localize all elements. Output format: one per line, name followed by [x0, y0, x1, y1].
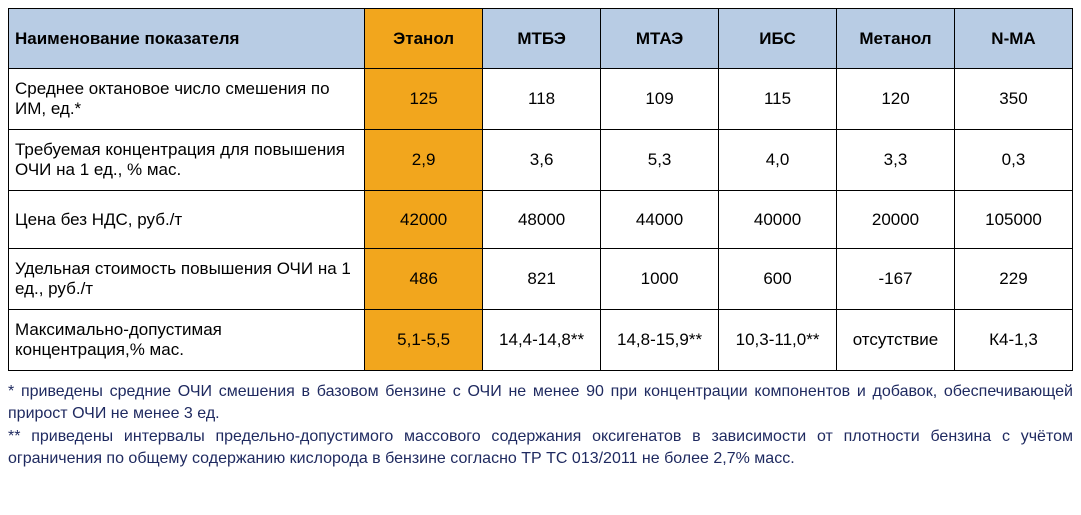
cell: 600 [719, 249, 837, 310]
comparison-table: Наименование показателя Этанол МТБЭ МТАЭ… [8, 8, 1073, 371]
header-methanol: Метанол [837, 9, 955, 69]
row-name: Среднее октановое число смешения по ИМ, … [9, 69, 365, 130]
cell: 125 [365, 69, 483, 130]
cell: К4-1,3 [954, 310, 1072, 371]
footnotes: * приведены средние ОЧИ смешения в базов… [8, 381, 1073, 469]
table-row: Максимально-допустимая концентрация,% ма… [9, 310, 1073, 371]
cell: 4,0 [719, 130, 837, 191]
cell: 42000 [365, 191, 483, 249]
row-name: Требуемая концентрация для повышения ОЧИ… [9, 130, 365, 191]
cell: 118 [483, 69, 601, 130]
cell: отсутствие [837, 310, 955, 371]
cell: 229 [954, 249, 1072, 310]
table-row: Цена без НДС, руб./т 42000 48000 44000 4… [9, 191, 1073, 249]
cell: 20000 [837, 191, 955, 249]
cell: 40000 [719, 191, 837, 249]
cell: 0,3 [954, 130, 1072, 191]
row-name: Цена без НДС, руб./т [9, 191, 365, 249]
cell: 3,3 [837, 130, 955, 191]
cell: 3,6 [483, 130, 601, 191]
cell: 5,1-5,5 [365, 310, 483, 371]
cell: 5,3 [601, 130, 719, 191]
cell: 1000 [601, 249, 719, 310]
cell: 2,9 [365, 130, 483, 191]
footnote-2: ** приведены интервалы предельно-допусти… [8, 426, 1073, 469]
table-row: Удельная стоимость повышения ОЧИ на 1 ед… [9, 249, 1073, 310]
cell: 350 [954, 69, 1072, 130]
header-nma: N-MA [954, 9, 1072, 69]
row-name: Максимально-допустимая концентрация,% ма… [9, 310, 365, 371]
header-ethanol: Этанол [365, 9, 483, 69]
header-mtae: МТАЭ [601, 9, 719, 69]
cell: 10,3-11,0** [719, 310, 837, 371]
cell: 48000 [483, 191, 601, 249]
row-name: Удельная стоимость повышения ОЧИ на 1 ед… [9, 249, 365, 310]
cell: 14,8-15,9** [601, 310, 719, 371]
header-name: Наименование показателя [9, 9, 365, 69]
header-ibs: ИБС [719, 9, 837, 69]
footnote-1: * приведены средние ОЧИ смешения в базов… [8, 381, 1073, 424]
cell: 109 [601, 69, 719, 130]
cell: 105000 [954, 191, 1072, 249]
cell: 120 [837, 69, 955, 130]
table-row: Требуемая концентрация для повышения ОЧИ… [9, 130, 1073, 191]
table-row: Среднее октановое число смешения по ИМ, … [9, 69, 1073, 130]
cell: 115 [719, 69, 837, 130]
header-mtbe: МТБЭ [483, 9, 601, 69]
cell: 821 [483, 249, 601, 310]
table-header-row: Наименование показателя Этанол МТБЭ МТАЭ… [9, 9, 1073, 69]
cell: 44000 [601, 191, 719, 249]
cell: 486 [365, 249, 483, 310]
cell: -167 [837, 249, 955, 310]
cell: 14,4-14,8** [483, 310, 601, 371]
